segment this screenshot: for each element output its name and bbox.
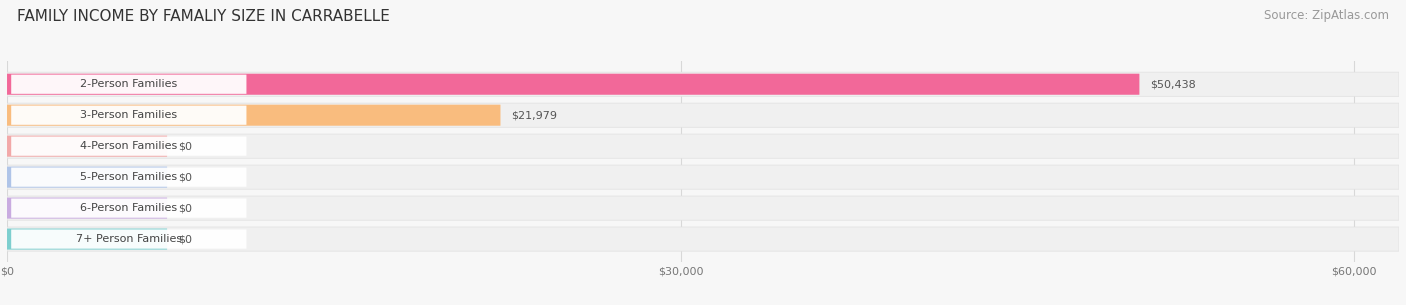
FancyBboxPatch shape xyxy=(7,227,1399,251)
Text: $0: $0 xyxy=(179,172,193,182)
Text: 6-Person Families: 6-Person Families xyxy=(80,203,177,213)
Text: $0: $0 xyxy=(179,234,193,244)
Text: $50,438: $50,438 xyxy=(1150,79,1197,89)
FancyBboxPatch shape xyxy=(11,199,246,218)
FancyBboxPatch shape xyxy=(7,136,167,157)
Text: $0: $0 xyxy=(179,141,193,151)
FancyBboxPatch shape xyxy=(7,165,1399,189)
FancyBboxPatch shape xyxy=(7,196,1399,220)
FancyBboxPatch shape xyxy=(7,134,1399,158)
FancyBboxPatch shape xyxy=(11,137,246,156)
Text: FAMILY INCOME BY FAMALIY SIZE IN CARRABELLE: FAMILY INCOME BY FAMALIY SIZE IN CARRABE… xyxy=(17,9,389,24)
Text: $0: $0 xyxy=(179,203,193,213)
Text: $21,979: $21,979 xyxy=(512,110,558,120)
Text: 5-Person Families: 5-Person Families xyxy=(80,172,177,182)
FancyBboxPatch shape xyxy=(11,229,246,249)
Text: 3-Person Families: 3-Person Families xyxy=(80,110,177,120)
FancyBboxPatch shape xyxy=(7,74,1139,95)
FancyBboxPatch shape xyxy=(7,228,167,249)
FancyBboxPatch shape xyxy=(7,103,1399,127)
Text: 7+ Person Families: 7+ Person Families xyxy=(76,234,181,244)
FancyBboxPatch shape xyxy=(11,106,246,125)
Text: Source: ZipAtlas.com: Source: ZipAtlas.com xyxy=(1264,9,1389,22)
FancyBboxPatch shape xyxy=(7,198,167,219)
FancyBboxPatch shape xyxy=(7,167,167,188)
FancyBboxPatch shape xyxy=(7,72,1399,96)
Text: 2-Person Families: 2-Person Families xyxy=(80,79,177,89)
FancyBboxPatch shape xyxy=(7,105,501,126)
Text: 4-Person Families: 4-Person Families xyxy=(80,141,177,151)
FancyBboxPatch shape xyxy=(11,75,246,94)
FancyBboxPatch shape xyxy=(11,167,246,187)
